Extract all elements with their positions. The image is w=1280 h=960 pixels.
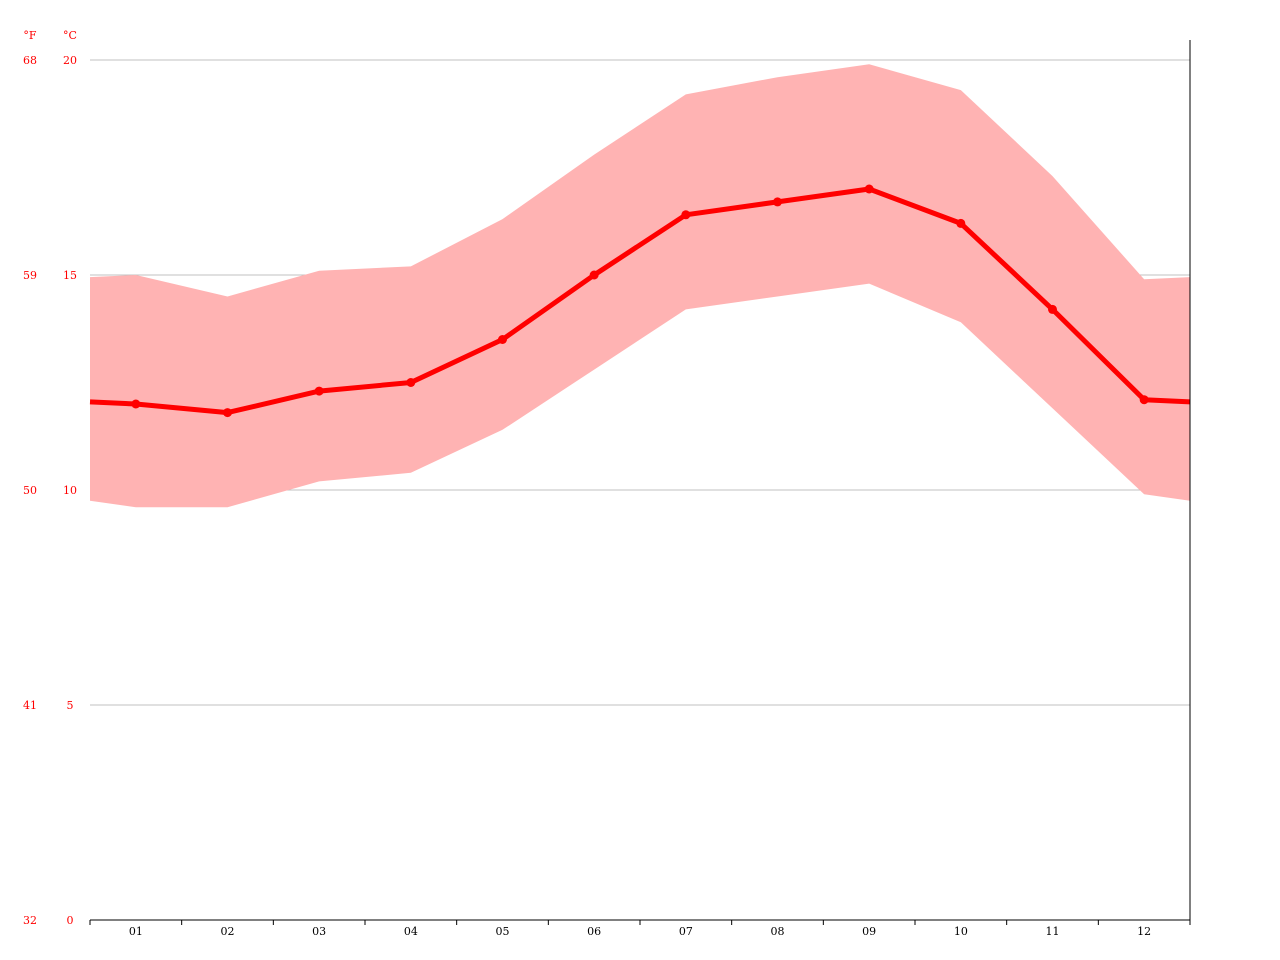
x-tick-label: 03 — [312, 925, 326, 938]
fahrenheit-tick-label: 59 — [23, 269, 37, 282]
fahrenheit-unit-label: °F — [23, 29, 37, 42]
fahrenheit-tick-label: 68 — [23, 54, 37, 67]
data-point — [1048, 304, 1057, 314]
data-point — [681, 210, 691, 220]
x-tick-label: 07 — [679, 925, 693, 938]
data-point — [223, 408, 232, 418]
data-point — [864, 184, 874, 194]
x-tick-label: 04 — [404, 925, 418, 938]
data-point — [498, 335, 507, 344]
celsius-tick-label: 20 — [63, 54, 77, 67]
data-point — [131, 399, 141, 409]
x-tick-label: 06 — [587, 925, 601, 938]
x-tick-label: 09 — [862, 925, 876, 938]
data-points — [131, 184, 1149, 418]
x-axis-ticks: 01 02 03 04 05 06 07 08 09 10 11 12 — [89, 920, 1191, 938]
celsius-tick-label: 5 — [67, 699, 74, 712]
temperature-range-band — [90, 64, 1190, 508]
data-point — [956, 218, 966, 228]
data-point — [406, 378, 416, 387]
fahrenheit-tick-label: 50 — [23, 484, 37, 497]
x-tick-label: 02 — [221, 925, 235, 938]
celsius-tick-label: 0 — [67, 914, 74, 927]
x-tick-label: 05 — [496, 925, 510, 938]
y-axis-labels: 0 32 5 41 10 50 15 59 20 68 — [23, 54, 77, 927]
data-point — [314, 386, 324, 396]
x-tick-label: 12 — [1137, 925, 1151, 938]
celsius-tick-label: 10 — [63, 484, 77, 497]
fahrenheit-tick-label: 32 — [23, 914, 37, 927]
x-tick-label: 10 — [954, 925, 968, 938]
fahrenheit-tick-label: 41 — [23, 699, 37, 712]
data-point — [589, 270, 599, 280]
celsius-tick-label: 15 — [63, 269, 77, 282]
average-temperature-line — [89, 186, 1191, 416]
x-tick-label: 11 — [1046, 925, 1060, 938]
x-tick-label: 08 — [771, 925, 785, 938]
data-point — [773, 197, 782, 207]
data-point — [1139, 395, 1149, 405]
x-tick-label: 01 — [129, 925, 143, 938]
celsius-unit-label: °C — [63, 29, 77, 42]
